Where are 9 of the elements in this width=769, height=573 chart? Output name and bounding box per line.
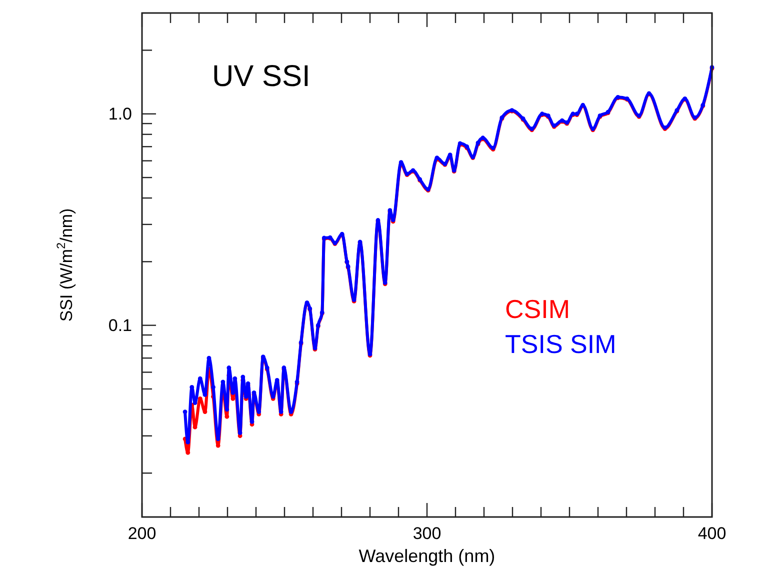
- text: TSIS SIM: [505, 329, 616, 359]
- x-tick-label: 300: [412, 524, 442, 544]
- y-tick-label: 0.1: [108, 316, 132, 335]
- x-axis-title: Wavelength (nm): [358, 546, 496, 566]
- x-tick-label: 400: [698, 524, 726, 544]
- text: CSIM: [505, 294, 570, 324]
- y-tick-label: 1.0: [108, 104, 132, 124]
- text: UV SSI: [212, 60, 310, 93]
- x-tick-label: 200: [128, 524, 156, 544]
